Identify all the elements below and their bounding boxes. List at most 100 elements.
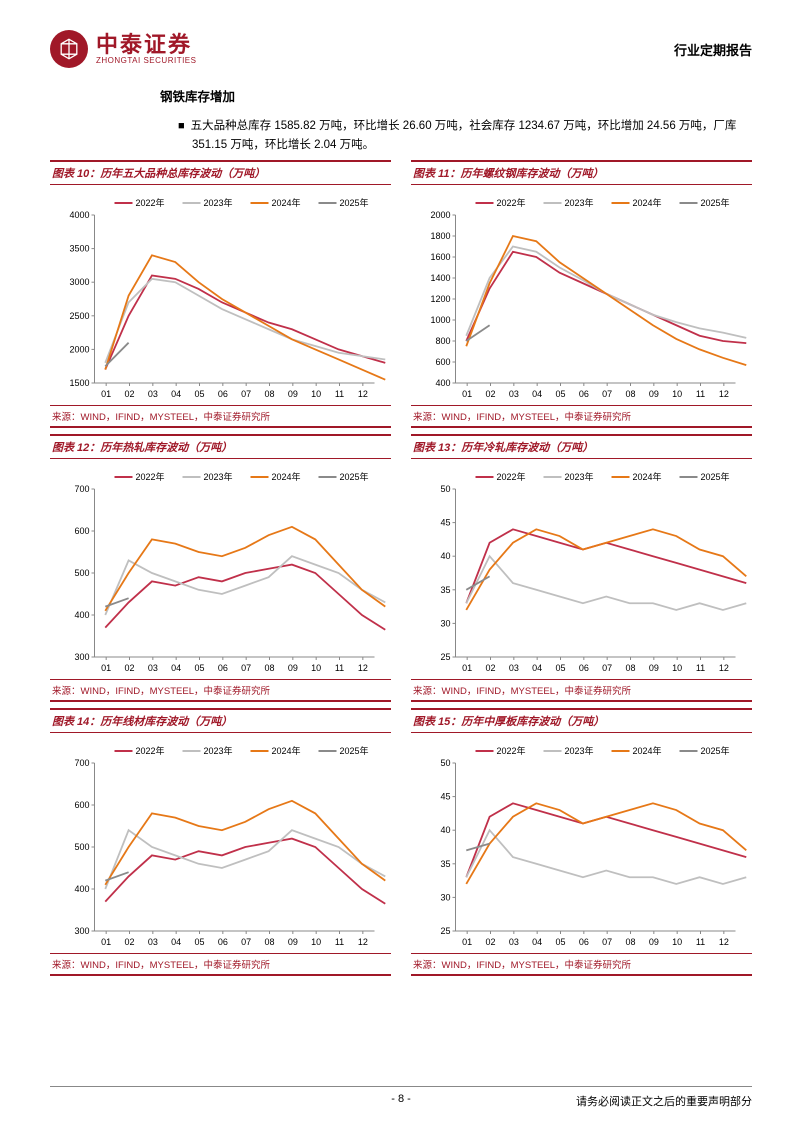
svg-text:12: 12 bbox=[358, 663, 368, 673]
svg-text:2025年: 2025年 bbox=[701, 745, 730, 756]
svg-text:10: 10 bbox=[311, 389, 321, 399]
svg-text:03: 03 bbox=[148, 937, 158, 947]
svg-text:02: 02 bbox=[124, 389, 134, 399]
svg-text:09: 09 bbox=[649, 937, 659, 947]
svg-text:01: 01 bbox=[101, 937, 111, 947]
svg-text:30: 30 bbox=[440, 892, 450, 902]
svg-text:09: 09 bbox=[649, 663, 659, 673]
svg-text:2023年: 2023年 bbox=[204, 471, 233, 482]
svg-text:04: 04 bbox=[532, 663, 542, 673]
report-type-label: 行业定期报告 bbox=[674, 40, 752, 59]
logo: 中泰证券 ZHONGTAI SECURITIES bbox=[50, 30, 196, 68]
svg-text:02: 02 bbox=[485, 937, 495, 947]
svg-text:2025年: 2025年 bbox=[340, 471, 369, 482]
svg-text:11: 11 bbox=[335, 389, 344, 399]
logo-icon bbox=[50, 30, 88, 68]
svg-text:2022年: 2022年 bbox=[136, 197, 165, 208]
svg-text:600: 600 bbox=[74, 800, 89, 810]
chart-panel: 图表 13：历年冷轧库存波动（万吨） 2022年2023年2024年2025年2… bbox=[411, 434, 752, 702]
svg-text:01: 01 bbox=[101, 389, 111, 399]
svg-text:04: 04 bbox=[532, 937, 542, 947]
svg-text:05: 05 bbox=[555, 663, 565, 673]
svg-text:2025年: 2025年 bbox=[701, 471, 730, 482]
chart-source: 来源：WIND，IFIND，MYSTEEL，中泰证券研究所 bbox=[411, 405, 752, 428]
svg-text:35: 35 bbox=[440, 859, 450, 869]
svg-text:400: 400 bbox=[435, 378, 450, 388]
svg-text:11: 11 bbox=[335, 937, 344, 947]
svg-text:06: 06 bbox=[579, 937, 589, 947]
chart-title: 图表 10：历年五大品种总库存波动（万吨） bbox=[50, 160, 391, 185]
svg-text:2025年: 2025年 bbox=[340, 197, 369, 208]
chart-panel: 图表 12：历年热轧库存波动（万吨） 2022年2023年2024年2025年3… bbox=[50, 434, 391, 702]
svg-text:11: 11 bbox=[335, 663, 344, 673]
svg-text:04: 04 bbox=[171, 389, 181, 399]
svg-text:2023年: 2023年 bbox=[565, 745, 594, 756]
chart-title: 图表 15：历年中厚板库存波动（万吨） bbox=[411, 708, 752, 733]
svg-text:05: 05 bbox=[555, 937, 565, 947]
svg-text:07: 07 bbox=[602, 389, 612, 399]
svg-text:700: 700 bbox=[74, 758, 89, 768]
chart-body: 2022年2023年2024年2025年40060080010001200140… bbox=[411, 185, 752, 405]
svg-text:06: 06 bbox=[218, 389, 228, 399]
svg-text:45: 45 bbox=[440, 518, 450, 528]
svg-text:30: 30 bbox=[440, 618, 450, 628]
svg-text:06: 06 bbox=[218, 663, 228, 673]
svg-text:02: 02 bbox=[485, 663, 495, 673]
svg-text:400: 400 bbox=[74, 884, 89, 894]
svg-text:300: 300 bbox=[74, 652, 89, 662]
chart-title: 图表 12：历年热轧库存波动（万吨） bbox=[50, 434, 391, 459]
svg-text:3500: 3500 bbox=[69, 244, 89, 254]
svg-text:40: 40 bbox=[440, 551, 450, 561]
svg-text:05: 05 bbox=[194, 389, 204, 399]
svg-text:2023年: 2023年 bbox=[565, 471, 594, 482]
svg-text:2024年: 2024年 bbox=[272, 197, 301, 208]
chart-body: 2022年2023年2024年2025年25303540455001020304… bbox=[411, 459, 752, 679]
svg-text:35: 35 bbox=[440, 585, 450, 595]
chart-title: 图表 11：历年螺纹钢库存波动（万吨） bbox=[411, 160, 752, 185]
svg-text:1800: 1800 bbox=[430, 231, 450, 241]
chart-panel: 图表 15：历年中厚板库存波动（万吨） 2022年2023年2024年2025年… bbox=[411, 708, 752, 976]
chart-source: 来源：WIND，IFIND，MYSTEEL，中泰证券研究所 bbox=[411, 679, 752, 702]
chart-body: 2022年2023年2024年2025年25303540455001020304… bbox=[411, 733, 752, 953]
svg-text:09: 09 bbox=[649, 389, 659, 399]
bullet-icon: ■ bbox=[178, 120, 185, 132]
svg-text:2022年: 2022年 bbox=[497, 197, 526, 208]
svg-text:05: 05 bbox=[194, 663, 204, 673]
svg-text:06: 06 bbox=[218, 937, 228, 947]
logo-text-en: ZHONGTAI SECURITIES bbox=[96, 57, 196, 66]
svg-text:09: 09 bbox=[288, 663, 298, 673]
svg-text:50: 50 bbox=[440, 758, 450, 768]
page-footer: - 8 - 请务必阅读正文之后的重要声明部分 bbox=[50, 1086, 752, 1109]
chart-title: 图表 13：历年冷轧库存波动（万吨） bbox=[411, 434, 752, 459]
svg-text:2024年: 2024年 bbox=[633, 197, 662, 208]
svg-text:04: 04 bbox=[171, 663, 181, 673]
svg-text:12: 12 bbox=[719, 663, 729, 673]
chart-source: 来源：WIND，IFIND，MYSTEEL，中泰证券研究所 bbox=[50, 405, 391, 428]
svg-text:10: 10 bbox=[672, 389, 682, 399]
svg-text:10: 10 bbox=[311, 937, 321, 947]
svg-text:2025年: 2025年 bbox=[701, 197, 730, 208]
svg-text:2023年: 2023年 bbox=[204, 197, 233, 208]
svg-text:07: 07 bbox=[602, 663, 612, 673]
svg-text:2023年: 2023年 bbox=[565, 197, 594, 208]
svg-text:2022年: 2022年 bbox=[497, 471, 526, 482]
svg-text:1200: 1200 bbox=[430, 294, 450, 304]
svg-text:03: 03 bbox=[148, 663, 158, 673]
chart-panel: 图表 11：历年螺纹钢库存波动（万吨） 2022年 2023年 2024年 2025年… bbox=[411, 160, 752, 428]
svg-text:1400: 1400 bbox=[430, 273, 450, 283]
svg-text:10: 10 bbox=[672, 937, 682, 947]
svg-text:04: 04 bbox=[532, 389, 542, 399]
svg-text:07: 07 bbox=[241, 663, 251, 673]
svg-text:08: 08 bbox=[264, 663, 274, 673]
svg-text:05: 05 bbox=[194, 937, 204, 947]
svg-text:300: 300 bbox=[74, 926, 89, 936]
svg-text:01: 01 bbox=[462, 663, 472, 673]
svg-text:1500: 1500 bbox=[69, 378, 89, 388]
svg-text:2024年: 2024年 bbox=[272, 745, 301, 756]
svg-text:2024年: 2024年 bbox=[633, 745, 662, 756]
svg-text:2025年: 2025年 bbox=[340, 745, 369, 756]
svg-text:09: 09 bbox=[288, 389, 298, 399]
svg-text:07: 07 bbox=[241, 389, 251, 399]
svg-text:03: 03 bbox=[509, 663, 519, 673]
svg-text:2023年: 2023年 bbox=[204, 745, 233, 756]
